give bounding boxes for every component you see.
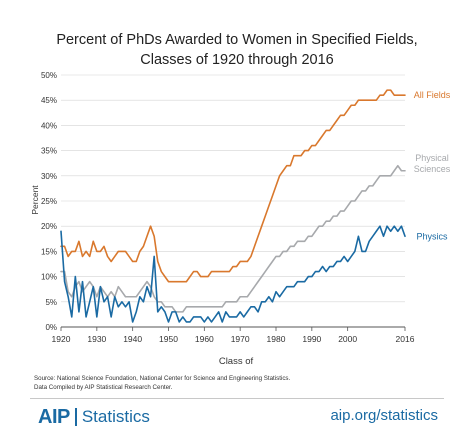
x-tick-label: 1920 [52,334,71,344]
y-tick-label: 40% [41,121,57,130]
footer: AIP Statistics aip.org/statistics [0,405,474,429]
x-tick-label: 1930 [87,334,106,344]
x-tick-label: 1950 [159,334,178,344]
x-axis-ticks: 1920 1930 1940 1950 1960 1970 1980 1990 2000 2016 [52,327,415,344]
y-tick-label: 5% [45,298,57,307]
logo-separator [74,408,77,426]
series-line-all-fields [60,89,406,283]
series-label-line: Sciences [414,164,451,174]
y-tick-label: 50% [41,71,57,80]
y-axis-ticks: 0% 5% 10% 15% 20% 25% 30% 35% 40% 45% 50% [41,71,57,332]
logo-mark: AIP [38,405,70,428]
x-tick-label: 1940 [123,334,142,344]
chart-series [60,89,406,323]
chart-title-line-1: Percent of PhDs Awarded to Women in Spec… [56,32,418,48]
series-label-line: Physics [416,231,448,241]
y-tick-label: 15% [41,247,57,256]
chart-title-line-2: Classes of 1920 through 2016 [140,52,334,68]
x-tick-label: 1980 [267,334,286,344]
y-tick-label: 20% [41,222,57,231]
logo-text: Statistics [81,407,150,426]
series-label-line: Physical [415,153,449,163]
x-tick-label: 1990 [302,334,321,344]
series-label-physical-sciences: Physical Sciences [414,153,451,174]
y-tick-label: 0% [45,323,57,332]
aip-statistics-logo: AIP Statistics [38,405,150,429]
y-axis-label: Percent [30,185,40,215]
y-tick-label: 35% [41,147,57,156]
x-tick-label: 1960 [195,334,214,344]
chart-title: Percent of PhDs Awarded to Women in Spec… [0,30,474,70]
series-line-physics [60,225,406,323]
footer-url-link[interactable]: aip.org/statistics [330,407,438,424]
source-note-line-2: Data Compiled by AIP Statistical Researc… [34,384,173,391]
series-labels: All Fields Physical Sciences Physics [414,90,451,241]
y-tick-label: 30% [41,172,57,181]
y-tick-label: 10% [41,273,57,282]
series-label-all-fields: All Fields [414,90,451,100]
x-tick-label: 2000 [338,334,357,344]
series-label-line: All Fields [414,90,451,100]
series-line-physical-sciences [60,164,406,313]
x-tick-label: 2016 [396,334,415,344]
footer-divider [30,398,444,399]
series-label-physics: Physics [416,231,448,241]
y-tick-label: 25% [41,197,57,206]
x-axis-label: Class of [219,356,254,367]
chart-grid [61,74,405,328]
y-tick-label: 45% [41,96,57,105]
source-note: Source: National Science Foundation, Nat… [34,374,290,392]
x-tick-label: 1970 [231,334,250,344]
source-note-line-1: Source: National Science Foundation, Nat… [34,375,291,382]
